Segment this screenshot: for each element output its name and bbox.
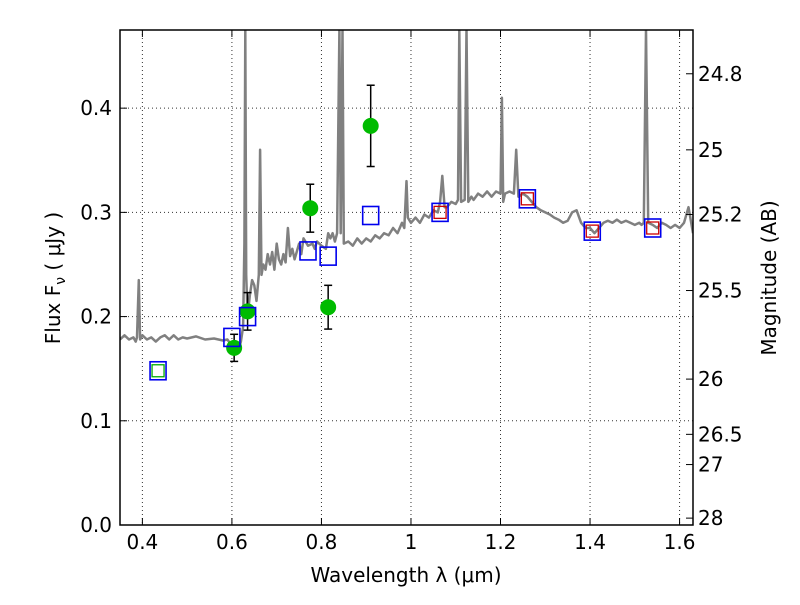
x-tick-label: 0.8	[306, 530, 338, 554]
spectrum-point	[585, 224, 599, 238]
x-axis: 0.4 0.6 0.8 1 1.2 1.4 1.6	[126, 30, 695, 554]
y2-tick-label: 24.8	[698, 62, 743, 86]
model-photometry-point	[149, 360, 167, 381]
x-tick-label: 1.2	[485, 530, 517, 554]
model-photometry-point	[583, 221, 602, 241]
model-photometry-point	[299, 241, 317, 261]
x-tick-label: 0.4	[126, 530, 158, 554]
y-axis-label: Flux F	[41, 285, 65, 344]
observed-point	[239, 303, 256, 320]
y2-axis: 28 27 26.5 26 25.5 25.2 25 24.8	[686, 62, 743, 530]
y-axis-label-sub: ν	[53, 277, 69, 285]
y2-tick-label: 25.2	[698, 202, 743, 226]
sed-line	[120, 30, 693, 355]
x-axis-label: Wavelength λ (μm)	[310, 563, 501, 587]
observed-point	[362, 117, 379, 134]
y2-tick-label: 25	[698, 138, 723, 162]
y2-tick-label: 27	[698, 453, 723, 477]
x-tick-label: 1.4	[574, 530, 606, 554]
y-axis-label-unit: ( μJy )	[41, 212, 65, 277]
y2-axis-label-group: Magnitude (AB)	[757, 200, 781, 355]
y2-tick-label: 25.5	[698, 279, 743, 303]
y-tick-label: 0.0	[80, 513, 112, 537]
model-photometry-point	[361, 205, 380, 226]
model-photometry-point	[518, 189, 537, 209]
y2-tick-label: 26	[698, 367, 723, 391]
x-tick-label: 0.6	[216, 530, 248, 554]
observed-point	[226, 339, 243, 356]
y2-tick-label: 28	[698, 506, 723, 530]
observed-point	[320, 299, 337, 316]
model-photometry-point	[643, 218, 662, 238]
y-axis: 0.0 0.1 0.2 0.3 0.4	[80, 96, 127, 537]
spectrum-point	[646, 221, 660, 235]
y-tick-label: 0.1	[80, 409, 112, 433]
x-tick-label: 1.6	[664, 530, 696, 554]
y-tick-label: 0.4	[80, 96, 112, 120]
y-tick-label: 0.3	[80, 200, 112, 224]
marker-layer	[149, 84, 662, 381]
y-tick-label: 0.2	[80, 305, 112, 329]
observed-point	[302, 200, 319, 217]
spectrum-point	[151, 364, 165, 378]
model-photometry-point	[319, 246, 337, 266]
model-photometry-point	[238, 306, 257, 327]
model-photometry-point	[431, 202, 449, 223]
y2-axis-label: Magnitude (AB)	[757, 200, 781, 355]
x-tick-label: 1	[405, 530, 418, 554]
y-axis-label-group: Flux Fν ( μJy )	[41, 212, 69, 344]
spectrum-point	[433, 205, 447, 220]
plot-frame	[119, 29, 694, 526]
y2-tick-label: 26.5	[698, 422, 743, 446]
grid	[120, 30, 693, 526]
svg-text:Flux Fν ( μJy ): Flux Fν ( μJy )	[41, 212, 69, 344]
series-layer	[120, 30, 693, 355]
spectrum-point	[520, 192, 535, 206]
model-photometry-point	[223, 327, 241, 348]
